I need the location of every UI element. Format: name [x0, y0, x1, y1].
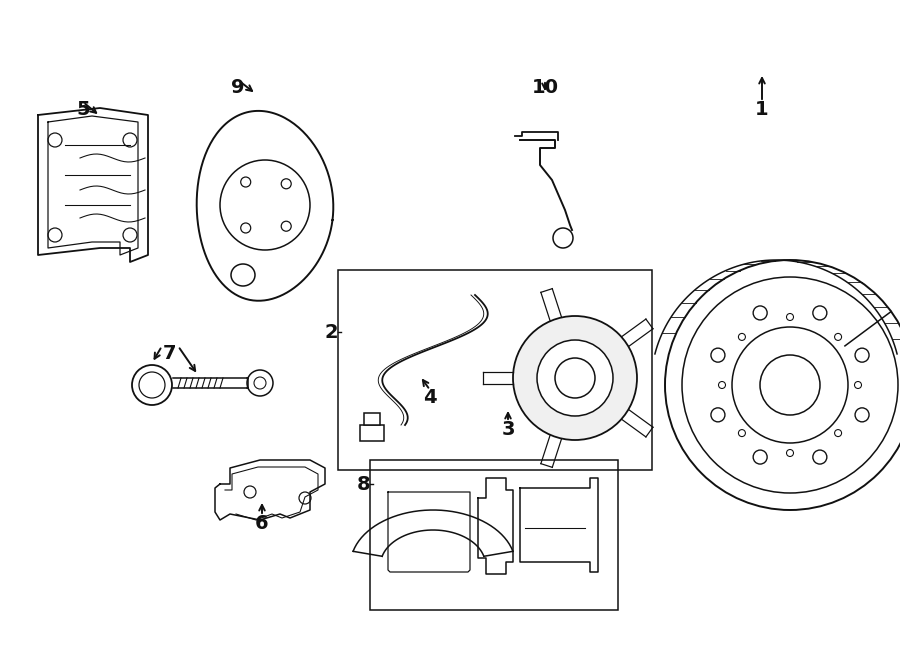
Bar — [364, 413, 380, 425]
Text: 2: 2 — [324, 323, 338, 342]
Circle shape — [132, 365, 172, 405]
Bar — [360, 425, 384, 441]
Text: 10: 10 — [532, 78, 559, 97]
Circle shape — [537, 340, 613, 416]
Text: 5: 5 — [76, 100, 90, 119]
Text: 8: 8 — [356, 475, 370, 494]
Ellipse shape — [231, 264, 255, 286]
Bar — [338, 270, 652, 470]
Text: 7: 7 — [163, 344, 176, 363]
Text: 6: 6 — [256, 514, 269, 533]
Text: 3: 3 — [501, 420, 515, 439]
Bar — [370, 460, 618, 610]
Text: 4: 4 — [423, 388, 436, 407]
Circle shape — [247, 370, 273, 396]
Text: 9: 9 — [231, 78, 245, 97]
Text: 1: 1 — [755, 100, 769, 119]
Circle shape — [513, 316, 637, 440]
